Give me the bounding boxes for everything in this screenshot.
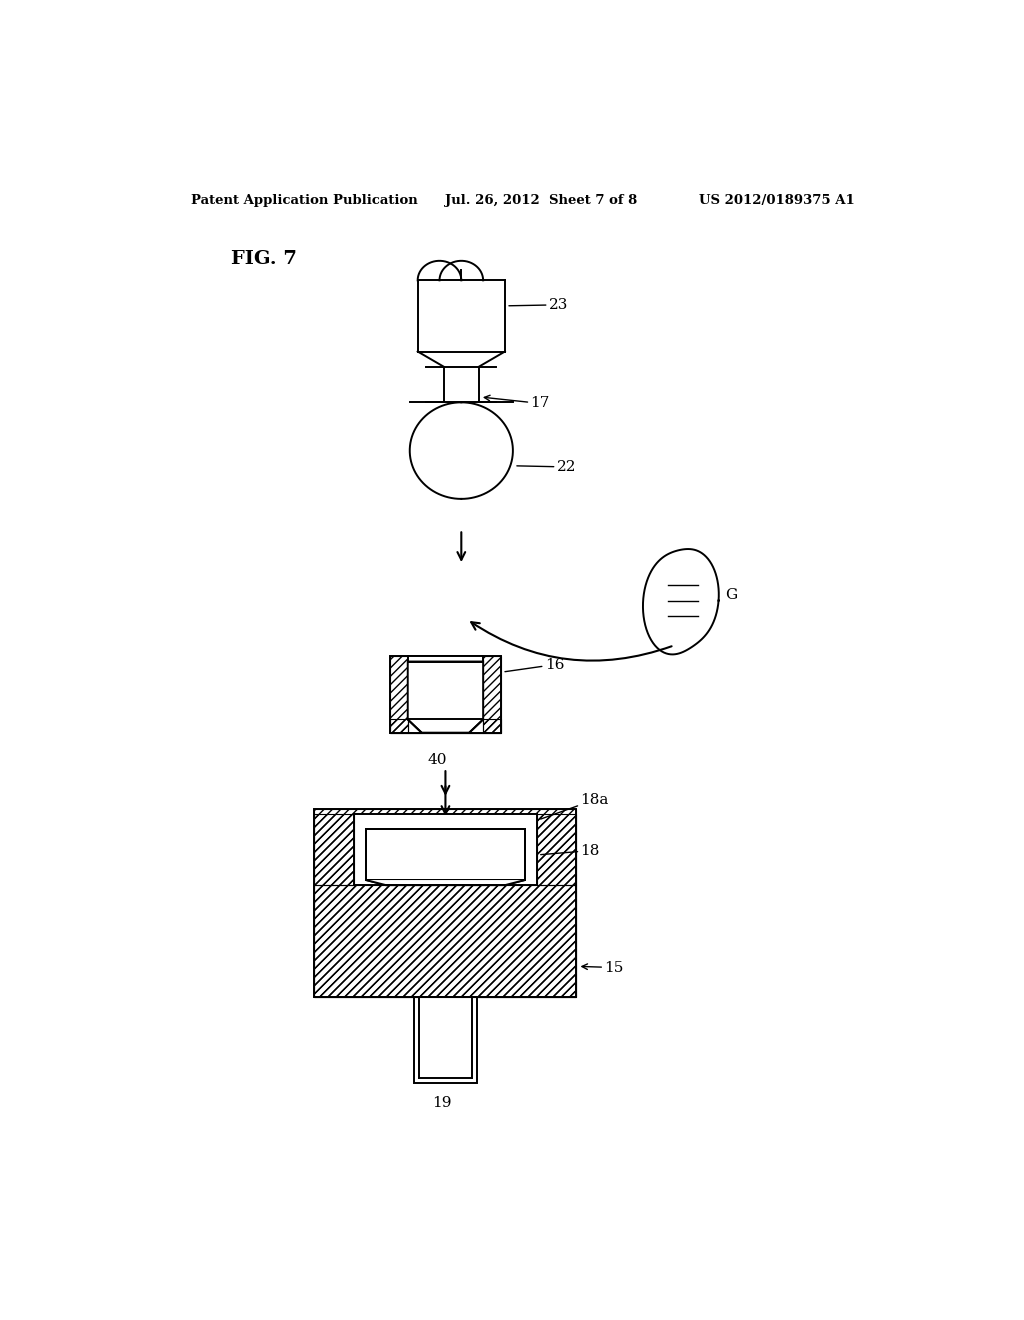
Text: 19: 19: [432, 1096, 452, 1110]
Text: 15: 15: [582, 961, 624, 974]
Text: 22: 22: [517, 459, 577, 474]
Text: 18a: 18a: [541, 793, 608, 818]
Text: 16: 16: [505, 657, 564, 672]
Bar: [390, 656, 501, 733]
Text: 17: 17: [484, 395, 550, 411]
Bar: [314, 814, 354, 886]
Polygon shape: [367, 880, 524, 886]
Bar: [354, 814, 537, 886]
Bar: [367, 829, 524, 880]
Bar: [390, 656, 408, 733]
Polygon shape: [367, 880, 524, 886]
Text: G: G: [725, 589, 737, 602]
Text: 18: 18: [541, 843, 600, 858]
Text: FIG. 7: FIG. 7: [231, 249, 297, 268]
Text: US 2012/0189375 A1: US 2012/0189375 A1: [699, 194, 855, 207]
Bar: [483, 656, 501, 733]
Bar: [314, 886, 577, 997]
Polygon shape: [408, 661, 483, 733]
Text: 23: 23: [509, 298, 568, 312]
Bar: [314, 809, 577, 997]
Text: 40: 40: [428, 752, 447, 767]
Text: Patent Application Publication: Patent Application Publication: [191, 194, 418, 207]
Text: Jul. 26, 2012  Sheet 7 of 8: Jul. 26, 2012 Sheet 7 of 8: [445, 194, 638, 207]
Bar: [314, 809, 577, 997]
Bar: [414, 997, 477, 1084]
Bar: [537, 814, 577, 886]
Polygon shape: [408, 656, 483, 661]
